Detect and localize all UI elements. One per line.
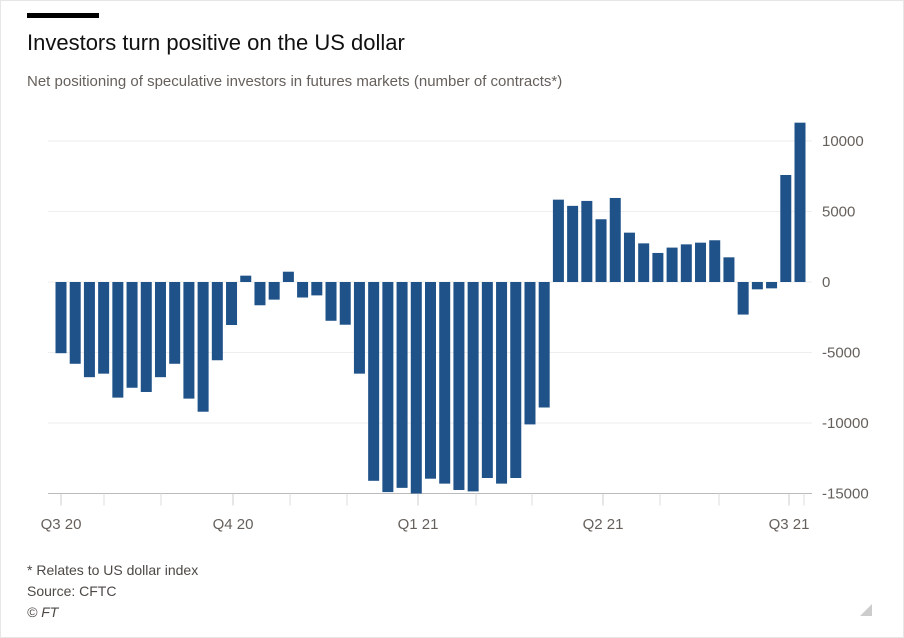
bar (311, 282, 323, 296)
y-tick-label: -5000 (822, 345, 860, 362)
copyright: © FT (27, 604, 59, 620)
bar (623, 232, 635, 282)
bar (268, 282, 280, 300)
bar (439, 282, 451, 484)
bar (524, 282, 536, 425)
bar (751, 282, 763, 290)
bar (368, 282, 380, 481)
bar (723, 257, 735, 282)
bar (154, 282, 166, 378)
bar (353, 282, 365, 374)
bar (98, 282, 110, 374)
bar (69, 282, 81, 364)
y-tick-label: -15000 (822, 486, 869, 503)
bar (467, 282, 479, 492)
bar (609, 197, 621, 282)
bar (297, 282, 309, 298)
bar (510, 282, 522, 478)
bar (197, 282, 209, 412)
x-tick-label: Q3 20 (41, 516, 82, 533)
y-tick-label: 10000 (822, 133, 864, 150)
chart-subtitle: Net positioning of speculative investors… (27, 73, 563, 90)
bar (737, 282, 749, 315)
bar (112, 282, 124, 398)
y-tick-label: -10000 (822, 415, 869, 432)
x-tick-label: Q3 21 (769, 516, 810, 533)
bar (183, 282, 195, 399)
bar (567, 205, 579, 282)
bar (240, 275, 252, 282)
bar (581, 200, 593, 282)
y-tick-label: 0 (822, 274, 830, 291)
bar (595, 219, 607, 282)
bar (339, 282, 351, 325)
bar (780, 174, 792, 282)
bar (396, 282, 408, 488)
bar (709, 240, 721, 282)
bar (126, 282, 138, 388)
bar (382, 282, 394, 493)
bar (425, 282, 436, 479)
bar (766, 282, 778, 289)
bar (410, 282, 422, 494)
bar (638, 243, 650, 282)
bar (282, 271, 294, 282)
bar (794, 122, 806, 282)
source: Source: CFTC (27, 583, 117, 599)
bar (538, 282, 550, 408)
bar (55, 282, 67, 354)
bar (453, 282, 465, 490)
bar (226, 282, 238, 326)
footnote: * Relates to US dollar index (27, 562, 199, 578)
bar (83, 282, 95, 378)
bar (211, 282, 223, 361)
bar (552, 199, 564, 282)
y-tick-label: 5000 (822, 204, 855, 221)
bar (695, 242, 707, 282)
bar (140, 282, 152, 392)
x-tick-label: Q1 21 (398, 516, 439, 533)
x-tick-label: Q4 20 (213, 516, 254, 533)
bar (169, 282, 181, 364)
resize-handle-icon (860, 604, 872, 616)
x-tick-label: Q2 21 (583, 516, 624, 533)
bar (496, 282, 508, 484)
bar (666, 247, 678, 282)
header-rule (27, 13, 99, 18)
bar (652, 252, 664, 282)
bar (325, 282, 337, 321)
bar (481, 282, 493, 478)
bar (254, 282, 266, 306)
chart-title: Investors turn positive on the US dollar (27, 30, 405, 55)
bar (680, 244, 692, 282)
